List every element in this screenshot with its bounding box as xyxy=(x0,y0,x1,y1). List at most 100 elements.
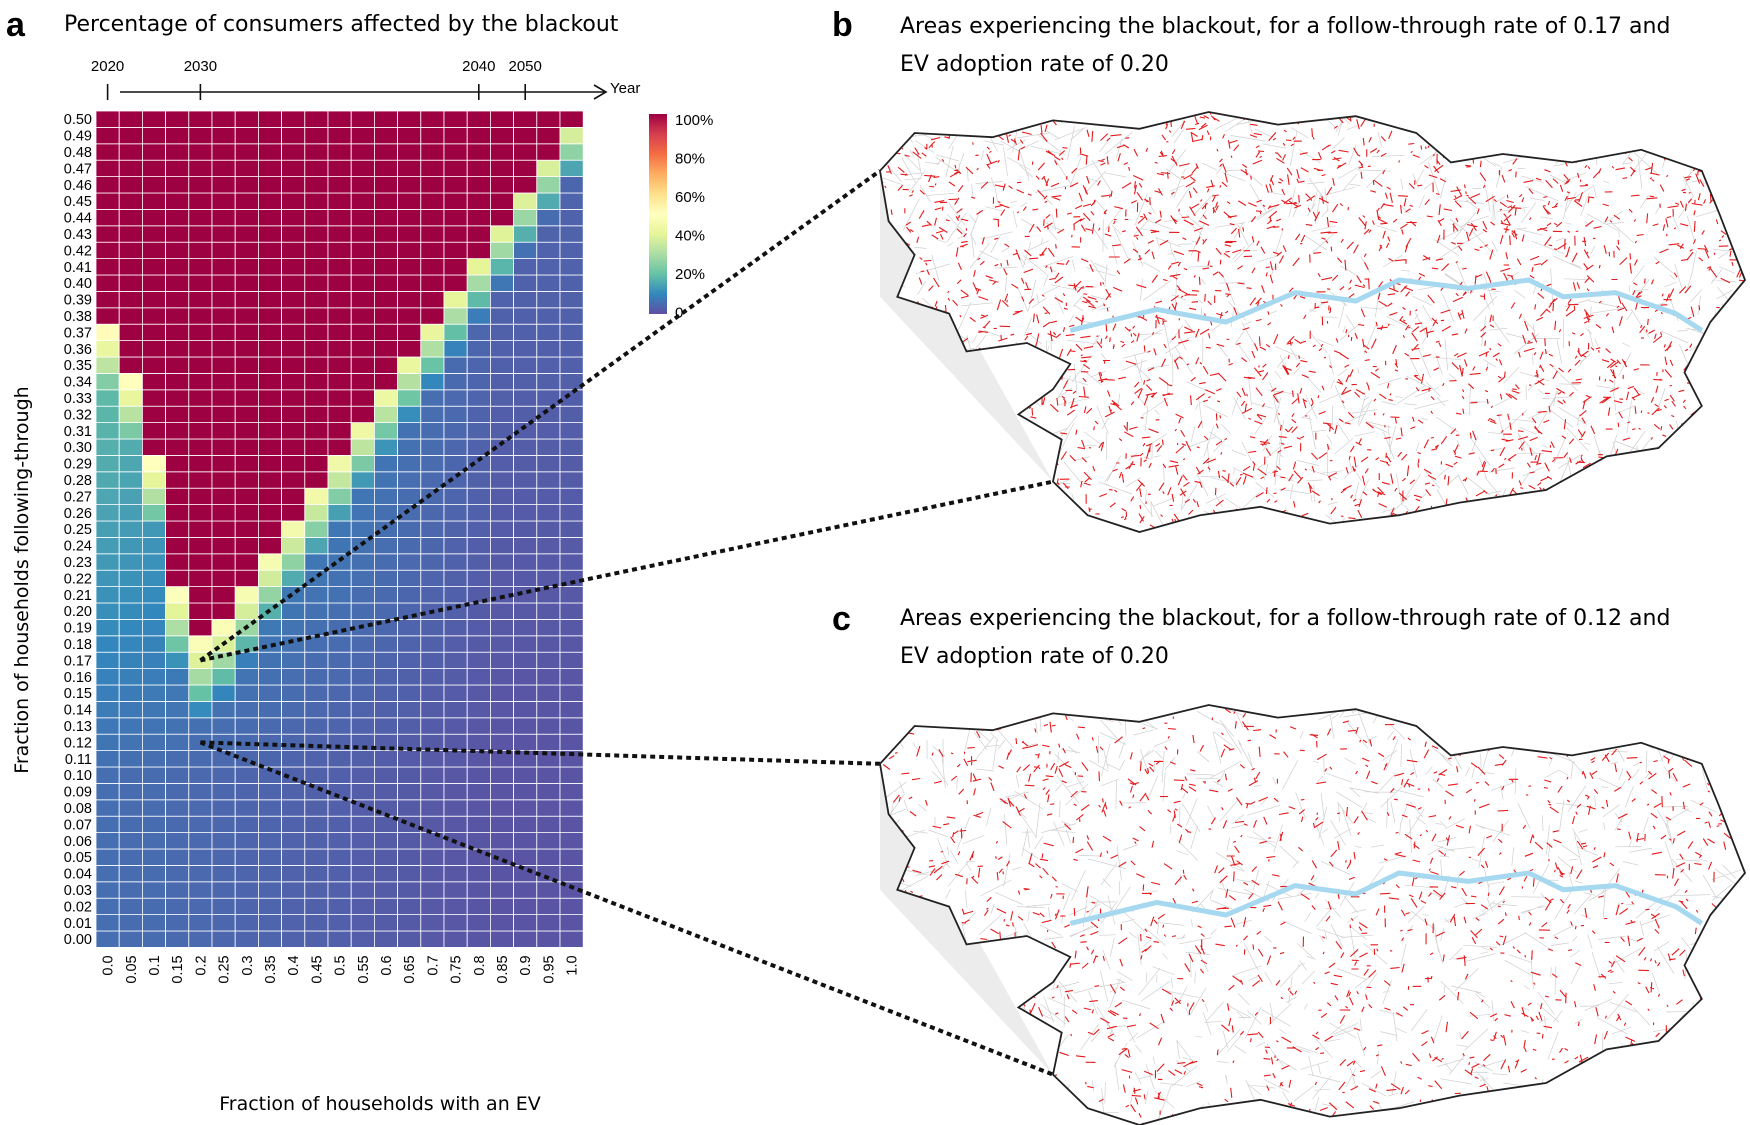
heatmap-cell xyxy=(559,258,584,276)
heatmap-cell xyxy=(513,290,538,309)
heatmap-cell xyxy=(118,323,143,342)
heatmap-cell xyxy=(350,651,375,670)
heatmap-cell xyxy=(373,701,398,719)
heatmap-cell xyxy=(420,537,445,555)
heatmap-cell xyxy=(95,372,120,391)
heatmap-cell xyxy=(350,668,375,686)
heatmap-cell xyxy=(489,701,514,719)
x-tick-label: 0.0 xyxy=(101,955,117,975)
heatmap-cell xyxy=(165,454,190,473)
heatmap-cell xyxy=(95,865,120,883)
heatmap-cell xyxy=(95,487,120,506)
heatmap-cell xyxy=(141,323,166,342)
heatmap-cell xyxy=(559,438,584,456)
heatmap-cell xyxy=(211,356,236,374)
heatmap-cell xyxy=(420,290,445,309)
heatmap-cell xyxy=(118,569,143,588)
heatmap-cell xyxy=(466,799,491,817)
heatmap-cell xyxy=(373,897,398,916)
heatmap-cell xyxy=(118,307,143,325)
heatmap-cell xyxy=(234,897,259,916)
heatmap-cell xyxy=(350,258,375,276)
heatmap-cell xyxy=(466,405,491,424)
heatmap-cell xyxy=(466,701,491,719)
heatmap-cell xyxy=(118,290,143,309)
heatmap-cell xyxy=(304,225,329,243)
heatmap-cell xyxy=(327,848,352,866)
x-tick-label: 0.4 xyxy=(286,955,302,975)
heatmap-cell xyxy=(559,635,584,653)
heatmap-cell xyxy=(397,110,422,128)
heatmap-cell xyxy=(536,471,561,489)
heatmap-cell xyxy=(188,323,213,342)
heatmap-cell xyxy=(281,815,306,834)
heatmap-cell xyxy=(350,602,375,620)
heatmap-cell xyxy=(304,717,329,735)
heatmap-cell xyxy=(559,717,584,735)
heatmap-cell xyxy=(234,701,259,719)
heatmap-cell xyxy=(327,127,352,145)
heatmap-cell xyxy=(327,619,352,637)
heatmap-cell xyxy=(420,389,445,407)
heatmap-cell xyxy=(466,930,491,948)
panel-c-letter: c xyxy=(832,600,851,638)
heatmap-cell xyxy=(420,143,445,161)
heatmap-cell xyxy=(304,865,329,883)
heatmap-cell xyxy=(118,208,143,227)
heatmap-cell xyxy=(95,684,120,702)
heatmap-cell xyxy=(95,110,120,128)
heatmap-cell xyxy=(466,668,491,686)
heatmap-cell xyxy=(536,241,561,259)
heatmap-cell xyxy=(118,225,143,243)
heatmap-cell xyxy=(536,930,561,948)
heatmap-cell xyxy=(443,701,468,719)
heatmap-cell xyxy=(234,815,259,834)
heatmap-cell xyxy=(350,684,375,702)
heatmap-cell xyxy=(443,651,468,670)
heatmap-cell xyxy=(420,815,445,834)
heatmap-cell xyxy=(211,487,236,506)
heatmap-cell xyxy=(141,651,166,670)
heatmap-cell xyxy=(559,783,584,801)
heatmap-cell xyxy=(257,192,282,210)
heatmap-cell xyxy=(373,356,398,374)
y-tick-label: 0.47 xyxy=(64,161,92,177)
heatmap-cell xyxy=(373,225,398,243)
heatmap-cell xyxy=(188,684,213,702)
heatmap-cell xyxy=(373,553,398,571)
heatmap-cell xyxy=(281,717,306,735)
year-axis-arrow xyxy=(593,84,608,100)
heatmap-cell xyxy=(327,537,352,555)
heatmap-cell xyxy=(327,635,352,653)
heatmap-cell xyxy=(95,127,120,145)
y-tick-label: 0.40 xyxy=(64,276,92,292)
heatmap-cell xyxy=(536,422,561,440)
heatmap-cell xyxy=(257,356,282,374)
heatmap-cell xyxy=(489,553,514,571)
heatmap-cell xyxy=(559,832,584,850)
heatmap-cell xyxy=(141,504,166,522)
heatmap-cell xyxy=(559,307,584,325)
heatmap-cell xyxy=(443,766,468,784)
heatmap-cell xyxy=(466,684,491,702)
heatmap-cell xyxy=(327,651,352,670)
heatmap-cell xyxy=(118,143,143,161)
heatmap-cell xyxy=(165,783,190,801)
heatmap-cell xyxy=(350,225,375,243)
heatmap-cell xyxy=(489,897,514,916)
heatmap-cell xyxy=(373,504,398,522)
heatmap-cell xyxy=(397,553,422,571)
heatmap-cell xyxy=(373,307,398,325)
heatmap-cell xyxy=(513,701,538,719)
heatmap-cell xyxy=(118,701,143,719)
heatmap-cell xyxy=(350,701,375,719)
heatmap-cell xyxy=(118,356,143,374)
heatmap-cell xyxy=(165,504,190,522)
heatmap-cell xyxy=(350,635,375,653)
heatmap-cell xyxy=(95,783,120,801)
heatmap-cell xyxy=(559,537,584,555)
heatmap-cell xyxy=(443,881,468,899)
heatmap-cell xyxy=(281,750,306,768)
heatmap-cell xyxy=(489,881,514,899)
river-thames xyxy=(1069,870,1704,926)
